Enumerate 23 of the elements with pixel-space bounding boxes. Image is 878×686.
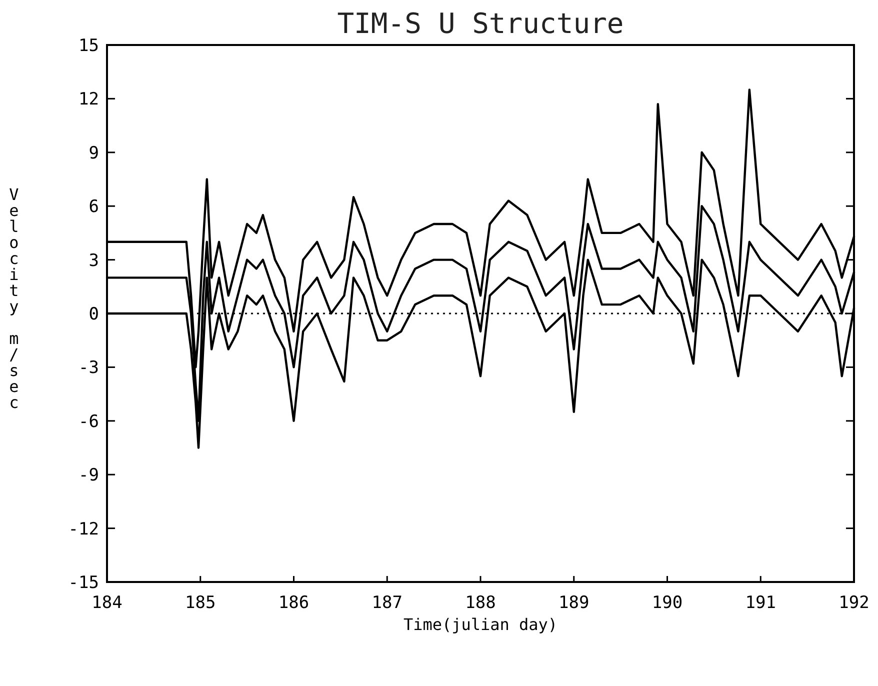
x-tick-label: 191	[745, 593, 776, 613]
y-tick-label: 12	[78, 90, 99, 110]
y-tick-label: -12	[68, 519, 99, 540]
x-tick-label: 189	[558, 593, 590, 613]
x-tick-label: 190	[652, 593, 683, 613]
x-tick-label: 185	[185, 593, 216, 613]
x-tick-label: 187	[372, 593, 402, 613]
x-tick-label: 186	[278, 593, 310, 613]
y-tick-label: 0	[88, 304, 99, 324]
y-tick-label: 6	[88, 197, 99, 218]
x-tick-label: 184	[92, 593, 122, 613]
y-tick-label: 9	[88, 143, 99, 164]
chart-title: TIM-S U Structure	[337, 7, 624, 40]
y-tick-label: -6	[78, 412, 99, 432]
y-tick-label: 3	[88, 250, 99, 271]
x-axis-title: Time(julian day)	[403, 615, 558, 634]
text: Velocity m/sec	[9, 185, 19, 412]
y-tick-label: -9	[78, 466, 99, 486]
x-tick-label: 188	[465, 593, 496, 613]
y-tick-label: 15	[78, 36, 99, 56]
x-tick-label: 192	[838, 593, 870, 613]
y-tick-label: -3	[78, 358, 99, 378]
y-tick-label: -15	[68, 573, 99, 593]
